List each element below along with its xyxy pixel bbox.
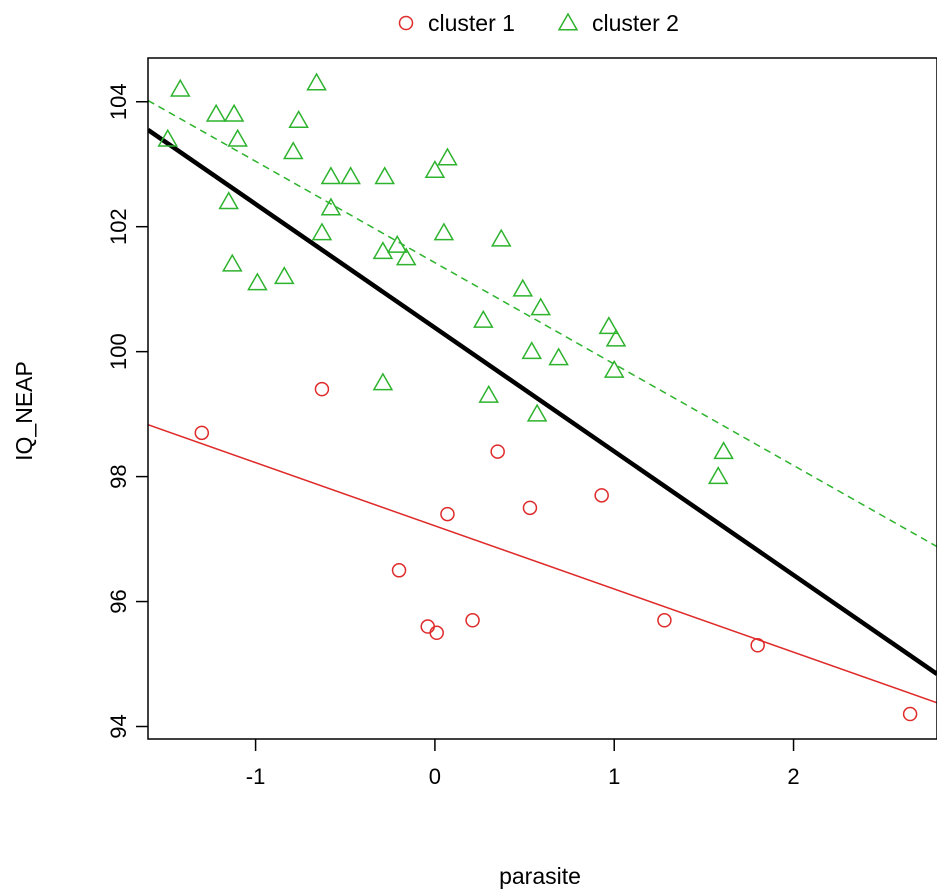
data-point-series-2-14 [340, 166, 361, 185]
data-point-series-2-13 [320, 166, 342, 185]
x-axis: -1 0 1 2 [246, 739, 800, 789]
data-point-series-2-17 [311, 222, 333, 241]
data-point-series-2-36 [713, 441, 734, 460]
data-point-series-2-26 [530, 297, 551, 316]
data-point-series-2-23 [433, 222, 455, 241]
data-point-series-2-15 [374, 166, 395, 185]
data-point-series-2-27 [473, 309, 494, 328]
data-point-series-2-4 [205, 103, 227, 122]
data-point-series-1-10 [465, 613, 480, 628]
data-point-series-2-16 [320, 197, 342, 216]
legend-marker-series-2 [557, 12, 579, 31]
plot-frame [147, 57, 937, 740]
x-tick-label: 0 [429, 764, 441, 789]
data-point-series-1-13 [902, 706, 918, 722]
data-point-series-2-20 [395, 247, 417, 266]
data-point-series-2-21 [424, 159, 446, 178]
legend: cluster 1 cluster 2 [398, 10, 679, 36]
data-point-series-2-3 [157, 128, 179, 147]
data-point-series-2-35 [526, 403, 548, 422]
y-tick-label: 94 [106, 714, 131, 738]
fit-line-series-1 [148, 424, 937, 704]
data-point-series-1-1 [194, 425, 210, 441]
y-tick-label: 104 [106, 83, 131, 120]
x-tick-label: 1 [608, 764, 620, 789]
data-point-series-2-10 [221, 253, 243, 272]
data-point-series-2-34 [478, 384, 499, 403]
y-axis-title: IQ_NEAP [11, 361, 37, 461]
data-point-series-1-8 [420, 619, 435, 634]
data-point-series-1-7 [391, 563, 407, 578]
data-point-series-1-9 [429, 625, 444, 641]
y-tick-label: 96 [106, 589, 131, 613]
data-point-series-1-11 [657, 613, 672, 628]
legend-marker-series-1 [398, 15, 414, 31]
y-tick-label: 102 [106, 208, 131, 245]
y-tick-label: 98 [106, 464, 131, 488]
data-point-series-2-22 [437, 147, 458, 166]
data-point-series-2-18 [372, 241, 394, 260]
x-axis-title: parasite [499, 863, 581, 889]
data-point-series-2-6 [227, 128, 248, 147]
data-point-series-1-4 [594, 488, 609, 503]
data-points [157, 72, 918, 722]
data-point-series-2-9 [218, 191, 239, 210]
data-point-series-1-2 [314, 381, 330, 397]
data-point-series-1-12 [750, 638, 765, 653]
data-point-series-1-5 [522, 500, 538, 516]
data-point-series-2-8 [282, 141, 304, 160]
x-tick-label: 2 [787, 764, 799, 789]
data-point-series-2-7 [288, 109, 309, 128]
y-axis: 94 96 98 100 102 104 [106, 83, 148, 739]
data-point-series-1-3 [490, 444, 505, 459]
fit-line-series-2 [148, 99, 937, 548]
data-point-series-2-19 [386, 234, 408, 253]
data-point-series-2-28 [521, 341, 543, 360]
data-point-series-2-5 [223, 103, 245, 122]
data-point-series-1-6 [440, 506, 455, 522]
data-point-series-2-32 [603, 359, 625, 378]
fit-lines [148, 99, 937, 704]
data-point-series-2-11 [247, 272, 268, 291]
data-point-series-2-33 [372, 372, 394, 391]
y-tick-label: 100 [106, 333, 131, 370]
data-point-series-2-24 [490, 228, 512, 247]
data-point-series-2-25 [512, 278, 534, 297]
x-tick-label: -1 [246, 764, 266, 789]
data-point-series-2-1 [169, 78, 191, 97]
overall-fit-line [148, 127, 937, 676]
legend-label-series-2: cluster 2 [592, 10, 679, 36]
data-point-series-2-30 [598, 316, 620, 335]
legend-label-series-1: cluster 1 [428, 10, 515, 36]
data-point-series-2-29 [548, 347, 569, 366]
data-point-series-2-12 [273, 266, 295, 285]
data-point-series-2-37 [707, 466, 729, 485]
data-point-series-2-2 [306, 72, 327, 91]
data-point-series-2-31 [605, 328, 627, 347]
